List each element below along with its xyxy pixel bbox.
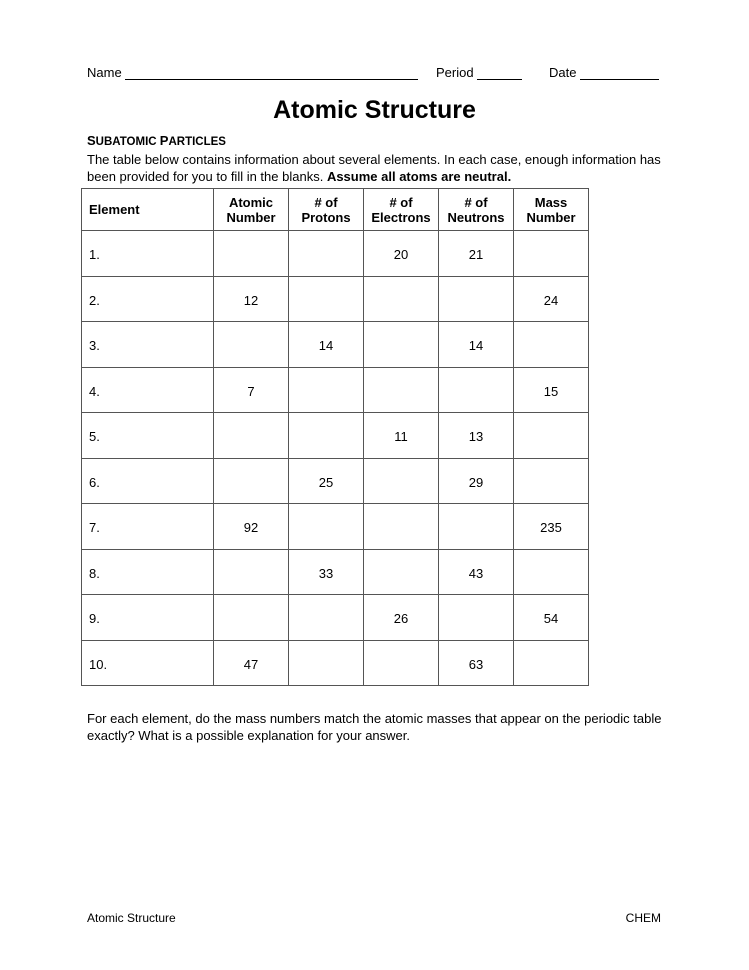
element-label: 6. (81, 457, 214, 504)
table-cell: 26 (363, 594, 439, 641)
footer-right: CHEM (625, 911, 661, 925)
section-heading: SUBATOMIC PARTICLES (87, 133, 226, 148)
table-cell[interactable] (363, 639, 439, 686)
table-cell[interactable] (363, 503, 439, 550)
column-header: # of Electrons (363, 188, 439, 231)
table-cell[interactable] (288, 639, 364, 686)
column-header: Mass Number (513, 188, 589, 231)
element-label: 7. (81, 503, 214, 550)
table-cell[interactable] (363, 321, 439, 368)
table-cell[interactable] (513, 639, 589, 686)
subatomic-table: Element Atomic Number # of Protons # of Electr… (81, 188, 589, 686)
element-label: 5. (81, 412, 214, 459)
page-title: Atomic Structure (273, 96, 476, 124)
table-row: 8. 33 43 (81, 548, 589, 595)
table-cell[interactable] (363, 275, 439, 322)
table-cell[interactable] (513, 548, 589, 595)
table-cell: 235 (513, 503, 589, 550)
table-cell: 21 (438, 230, 514, 277)
element-label: 4. (81, 366, 214, 413)
table-row: 4. 7 15 (81, 366, 589, 413)
table-cell[interactable] (438, 503, 514, 550)
table-row: 1. 20 21 (81, 230, 589, 277)
table-cell[interactable] (213, 321, 289, 368)
table-cell[interactable] (438, 594, 514, 641)
table-cell: 47 (213, 639, 289, 686)
period-blank[interactable] (477, 65, 523, 80)
name-label: Name (87, 65, 122, 80)
date-label: Date (549, 65, 577, 80)
intro-text: The table below contains information abo… (87, 152, 661, 184)
table-cell[interactable] (363, 457, 439, 504)
element-label: 1. (81, 230, 214, 277)
table-cell[interactable] (213, 548, 289, 595)
date-blank[interactable] (580, 65, 660, 80)
table-cell: 43 (438, 548, 514, 595)
table-cell: 29 (438, 457, 514, 504)
footer-left: Atomic Structure (87, 911, 176, 925)
table-cell[interactable] (513, 230, 589, 277)
table-cell[interactable] (513, 457, 589, 504)
table-cell: 15 (513, 366, 589, 413)
table-row: 2. 12 24 (81, 275, 589, 322)
period-field[interactable]: Period (436, 65, 523, 80)
table-row: 5. 11 13 (81, 412, 589, 459)
table-cell: 63 (438, 639, 514, 686)
column-header: Atomic Number (213, 188, 289, 231)
element-label: 3. (81, 321, 214, 368)
column-header: # of Neutrons (438, 188, 514, 231)
table-cell: 12 (213, 275, 289, 322)
name-blank[interactable] (125, 65, 419, 80)
table-row: 10. 47 63 (81, 639, 589, 686)
table-cell[interactable] (513, 321, 589, 368)
element-label: 10. (81, 639, 214, 686)
table-cell[interactable] (213, 412, 289, 459)
table-cell[interactable] (363, 548, 439, 595)
table-row: 9. 26 54 (81, 594, 589, 641)
table-cell[interactable] (213, 230, 289, 277)
table-cell: 20 (363, 230, 439, 277)
table-cell[interactable] (288, 275, 364, 322)
table-cell[interactable] (288, 412, 364, 459)
column-header: Element (81, 188, 214, 231)
element-label: 8. (81, 548, 214, 595)
intro-bold: Assume all atoms are neutral. (326, 169, 512, 184)
table-cell[interactable] (213, 594, 289, 641)
table-cell: 11 (363, 412, 439, 459)
period-label: Period (436, 65, 474, 80)
table-row: 7. 92 235 (81, 503, 589, 550)
table-cell[interactable] (438, 275, 514, 322)
table-cell[interactable] (288, 230, 364, 277)
question-text: For each element, do the mass numbers ma… (87, 711, 662, 743)
table-cell: 7 (213, 366, 289, 413)
table-cell: 92 (213, 503, 289, 550)
element-label: 9. (81, 594, 214, 641)
table-cell[interactable] (288, 503, 364, 550)
table-cell: 24 (513, 275, 589, 322)
table-cell[interactable] (438, 366, 514, 413)
date-field[interactable]: Date (549, 65, 660, 80)
table-cell: 25 (288, 457, 364, 504)
column-header: # of Protons (288, 188, 364, 231)
table-cell: 14 (438, 321, 514, 368)
table-cell: 33 (288, 548, 364, 595)
table-row: 3. 14 14 (81, 321, 589, 368)
table-row: 6. 25 29 (81, 457, 589, 504)
table-cell[interactable] (513, 412, 589, 459)
table-cell: 13 (438, 412, 514, 459)
table-cell[interactable] (363, 366, 439, 413)
name-field[interactable]: Name (87, 65, 419, 80)
element-label: 2. (81, 275, 214, 322)
table-cell[interactable] (288, 366, 364, 413)
table-cell: 14 (288, 321, 364, 368)
table-cell[interactable] (213, 457, 289, 504)
table-cell: 54 (513, 594, 589, 641)
table-cell[interactable] (288, 594, 364, 641)
